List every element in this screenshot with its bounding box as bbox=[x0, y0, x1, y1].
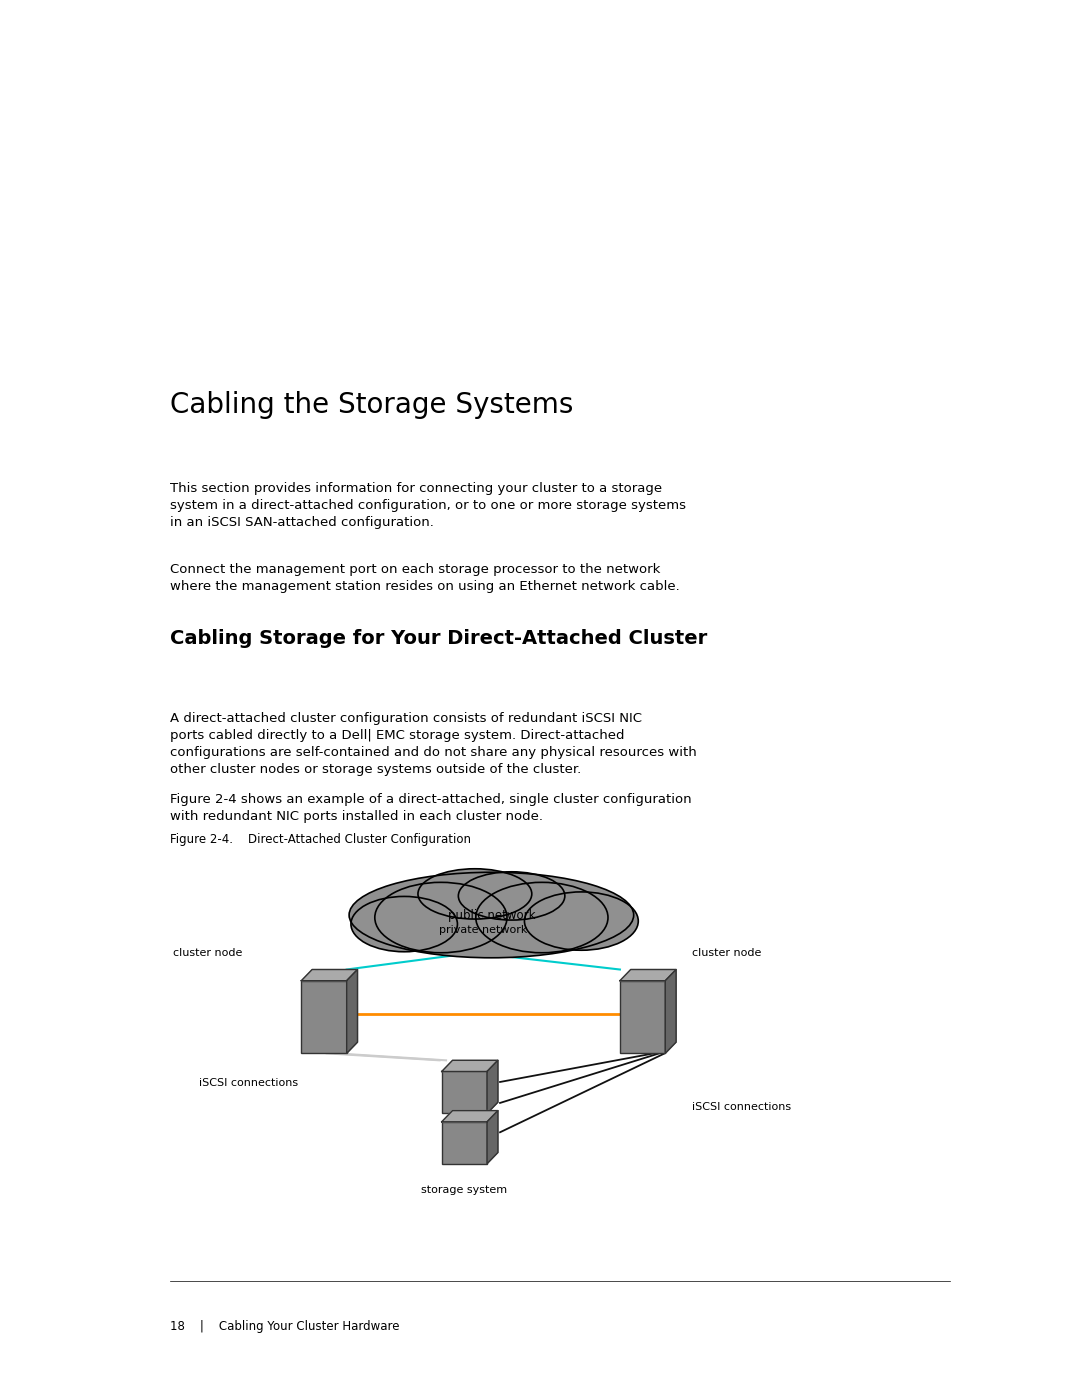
Polygon shape bbox=[301, 970, 357, 981]
Text: cluster node: cluster node bbox=[173, 949, 242, 958]
Ellipse shape bbox=[458, 872, 565, 921]
Ellipse shape bbox=[351, 897, 458, 951]
Text: iSCSI connections: iSCSI connections bbox=[199, 1078, 298, 1088]
Bar bbox=[301, 981, 347, 1053]
Text: cluster node: cluster node bbox=[692, 949, 761, 958]
Text: private network: private network bbox=[440, 925, 527, 935]
Text: Figure 2-4 shows an example of a direct-attached, single cluster configuration
w: Figure 2-4 shows an example of a direct-… bbox=[170, 793, 691, 823]
Text: Connect the management port on each storage processor to the network
where the m: Connect the management port on each stor… bbox=[170, 563, 679, 592]
Text: Cabling the Storage Systems: Cabling the Storage Systems bbox=[170, 391, 572, 419]
Ellipse shape bbox=[418, 869, 531, 919]
Bar bbox=[442, 1071, 487, 1113]
Bar bbox=[442, 1122, 487, 1164]
Polygon shape bbox=[487, 1060, 498, 1113]
Ellipse shape bbox=[525, 891, 638, 950]
Text: public network: public network bbox=[447, 908, 536, 922]
Bar bbox=[620, 981, 665, 1053]
Ellipse shape bbox=[349, 872, 634, 958]
Polygon shape bbox=[487, 1111, 498, 1164]
Text: Cabling Storage for Your Direct-Attached Cluster: Cabling Storage for Your Direct-Attached… bbox=[170, 629, 706, 648]
Text: storage system: storage system bbox=[421, 1185, 508, 1194]
Polygon shape bbox=[442, 1111, 498, 1122]
Ellipse shape bbox=[375, 883, 507, 953]
Text: This section provides information for connecting your cluster to a storage
syste: This section provides information for co… bbox=[170, 482, 686, 529]
Text: 18    |    Cabling Your Cluster Hardware: 18 | Cabling Your Cluster Hardware bbox=[170, 1320, 400, 1333]
Polygon shape bbox=[442, 1060, 498, 1071]
Text: Figure 2-4.    Direct-Attached Cluster Configuration: Figure 2-4. Direct-Attached Cluster Conf… bbox=[170, 833, 471, 845]
Polygon shape bbox=[347, 970, 357, 1053]
Text: A direct-attached cluster configuration consists of redundant iSCSI NIC
ports ca: A direct-attached cluster configuration … bbox=[170, 712, 697, 777]
Polygon shape bbox=[620, 970, 676, 981]
Ellipse shape bbox=[476, 883, 608, 953]
Text: iSCSI connections: iSCSI connections bbox=[692, 1102, 792, 1112]
Polygon shape bbox=[665, 970, 676, 1053]
